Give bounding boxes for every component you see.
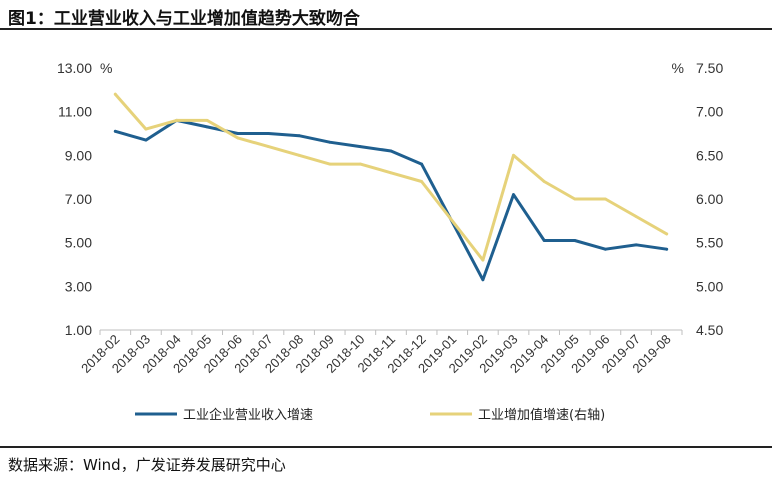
revenue-point bbox=[267, 132, 270, 135]
legend-label-value-added: 工业增加值增速(右轴) bbox=[478, 407, 605, 423]
right-axis-unit: % bbox=[672, 60, 684, 76]
left-axis-tick-label: 1.00 bbox=[65, 322, 92, 338]
left-axis-tick-label: 3.00 bbox=[65, 278, 92, 294]
chart-title: 图1：工业营业收入与工业增加值趋势大致吻合 bbox=[8, 9, 360, 29]
right-axis-tick-label: 5.00 bbox=[696, 278, 723, 294]
value-added-point bbox=[634, 215, 638, 218]
value-added-point bbox=[267, 145, 270, 149]
left-axis-tick-label: 5.00 bbox=[65, 235, 92, 251]
left-axis-tick-label: 11.00 bbox=[58, 104, 92, 120]
left-axis-tick-label: 9.00 bbox=[65, 147, 92, 163]
value-added-point bbox=[175, 119, 178, 122]
revenue-point bbox=[358, 145, 362, 149]
left-axis-tick-label: 7.00 bbox=[65, 191, 92, 207]
value-added-point bbox=[236, 136, 240, 140]
line-chart: 13.00 11.00 9.00 7.00 5.00 3.00 1.00 7.50 7.00 6.… bbox=[57, 60, 724, 423]
left-axis-unit: % bbox=[100, 60, 112, 76]
value-added-point bbox=[389, 171, 393, 175]
series-line-revenue bbox=[113, 118, 669, 282]
legend-label-revenue: 工业企业营业收入增速 bbox=[183, 407, 313, 423]
value-added-point bbox=[420, 180, 424, 183]
title-rule bbox=[0, 28, 772, 30]
value-added-point bbox=[542, 180, 546, 183]
right-axis-tick-label: 7.50 bbox=[696, 60, 723, 76]
left-axis-tick-label: 13.00 bbox=[57, 60, 92, 76]
revenue-point bbox=[420, 162, 424, 166]
right-axis-tick-label: 4.50 bbox=[696, 322, 723, 338]
footer-rule bbox=[0, 446, 772, 448]
source-note: 数据来源：Wind，广发证券发展研究中心 bbox=[8, 456, 286, 474]
revenue-point bbox=[604, 247, 607, 251]
right-axis-tick-label: 7.00 bbox=[696, 104, 723, 120]
right-axis-tick-label: 6.00 bbox=[696, 191, 723, 207]
value-added-point bbox=[481, 258, 485, 262]
revenue-point bbox=[297, 134, 301, 138]
revenue-point bbox=[512, 193, 515, 197]
revenue-point bbox=[205, 125, 209, 129]
value-added-point bbox=[113, 92, 117, 96]
revenue-point bbox=[113, 129, 117, 133]
revenue-point bbox=[542, 239, 546, 242]
revenue-point bbox=[328, 140, 332, 144]
value-added-point bbox=[297, 153, 301, 157]
revenue-point bbox=[481, 278, 485, 282]
revenue-point bbox=[665, 247, 669, 251]
value-added-point bbox=[665, 232, 669, 236]
revenue-point bbox=[389, 149, 393, 153]
revenue-point bbox=[634, 243, 638, 247]
value-added-point bbox=[144, 127, 148, 131]
value-added-point bbox=[358, 162, 362, 166]
right-axis-tick-label: 5.50 bbox=[696, 235, 723, 251]
value-added-point bbox=[512, 153, 515, 157]
value-added-point bbox=[604, 197, 607, 201]
value-added-point bbox=[328, 162, 332, 166]
series-line-value-added bbox=[113, 92, 669, 262]
revenue-point bbox=[144, 138, 148, 142]
revenue-point bbox=[573, 239, 577, 242]
revenue-point bbox=[236, 132, 240, 135]
value-added-point bbox=[205, 119, 209, 122]
value-added-point bbox=[573, 197, 577, 201]
right-axis-tick-label: 6.50 bbox=[696, 147, 723, 163]
